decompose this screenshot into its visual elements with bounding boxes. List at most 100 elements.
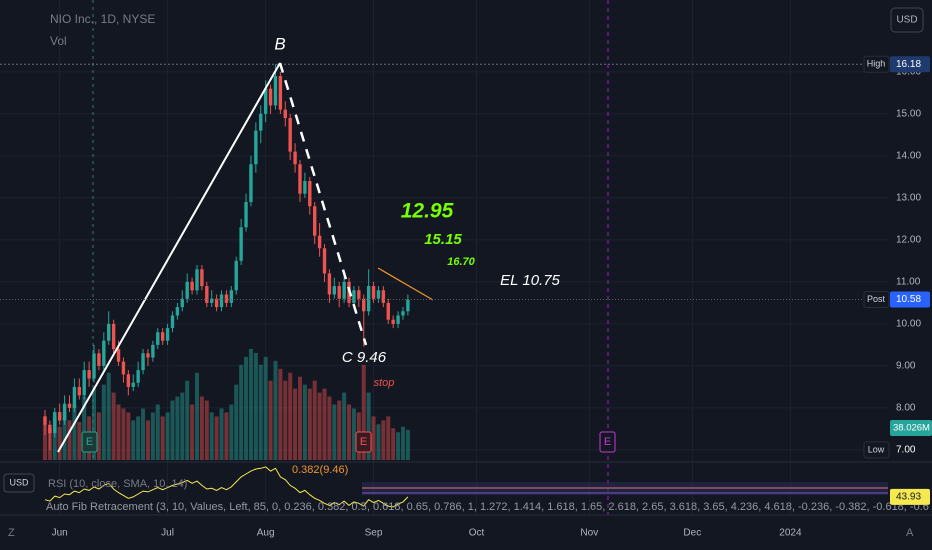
volume-bar [219, 408, 224, 460]
volume-bar [405, 429, 410, 460]
candle-body [72, 386, 77, 408]
volume-bar [190, 404, 195, 460]
volume-bar [199, 396, 204, 460]
candle-body [371, 286, 376, 299]
currency-label: USD [9, 477, 29, 487]
earnings-label: E [86, 436, 93, 448]
corner-button[interactable]: Z [8, 527, 15, 539]
candle-body [229, 290, 234, 303]
annotation: stop [374, 377, 395, 389]
candle-body [48, 424, 52, 434]
rsi-layer [44, 466, 409, 508]
candle-body [342, 281, 346, 299]
candle-body [406, 299, 410, 312]
volume-bar [381, 420, 386, 460]
marker-name-box [863, 55, 890, 73]
candle-body [362, 298, 366, 312]
volume-bar [337, 400, 342, 460]
earnings-marker[interactable] [81, 431, 98, 453]
volume-bar [145, 420, 150, 460]
volume-bar [92, 388, 97, 460]
volume-last-label: 38.026M [893, 423, 930, 434]
volume-bar [155, 404, 160, 460]
x-tick-label: Sep [365, 528, 383, 539]
volume-bar [366, 392, 371, 460]
y-tick-label: 13.00 [896, 193, 921, 204]
volume-bar [131, 420, 136, 460]
marker-name-box [863, 441, 890, 459]
y-tick-label: 12.00 [896, 235, 921, 246]
candle-body [57, 412, 62, 421]
volume-bar [248, 348, 253, 460]
candle-body [141, 353, 145, 371]
earnings-marker[interactable] [599, 431, 616, 453]
candle-body [165, 328, 170, 341]
x-tick-label: 2024 [779, 528, 802, 539]
currency-button[interactable] [890, 7, 924, 33]
candle-body [170, 315, 175, 329]
candle-body [224, 294, 229, 303]
volume-bar [116, 404, 121, 460]
volume-bar [273, 360, 278, 460]
candle-body [317, 235, 322, 249]
volume-bar [347, 404, 352, 460]
marker-value-box [890, 56, 930, 73]
earnings-label: E [360, 436, 367, 448]
candle-body [111, 323, 116, 350]
x-tick-label: Nov [580, 528, 598, 539]
trend-line [377, 267, 434, 301]
candle-body [273, 76, 278, 106]
currency-button[interactable] [3, 473, 35, 493]
volume-bar [160, 416, 165, 460]
volume-bar [101, 384, 106, 460]
volume-bar [136, 416, 141, 460]
x-tick-label: Jul [161, 528, 174, 539]
candle-body [77, 386, 82, 396]
candle-body [180, 298, 184, 308]
candle-body [214, 298, 219, 308]
y-tick-label: 15.00 [896, 108, 921, 119]
candle-body [401, 311, 405, 316]
candle-body [313, 206, 317, 236]
volume-bar [263, 356, 268, 460]
annotation: 16.70 [447, 256, 475, 268]
candle-body [386, 302, 390, 320]
candle-body [244, 202, 248, 228]
volume-bar [96, 412, 101, 460]
x-tick-label: Aug [257, 528, 275, 539]
marker-value: 16.18 [896, 59, 921, 70]
candle-body [92, 353, 96, 379]
wave-line [57, 62, 281, 453]
volume-bar [180, 392, 185, 460]
volume-bar [396, 432, 401, 460]
candle-body [67, 403, 72, 408]
candle-body [97, 353, 101, 366]
volume-bar [342, 392, 347, 460]
y-tick-label: 9.00 [896, 361, 916, 372]
rsi-title: RSI (10, close, SMA, 10, 14) [48, 478, 187, 490]
volume-bar [297, 376, 302, 460]
volume-bar [239, 364, 244, 460]
earnings-marker[interactable] [355, 431, 372, 453]
volume-bar [175, 396, 180, 460]
candle-body [205, 286, 209, 303]
volume-bar [288, 372, 293, 460]
volume-bar [106, 372, 111, 460]
candle-body [107, 323, 111, 341]
volume-bar [209, 412, 214, 460]
volume-bar [72, 404, 77, 460]
corner-button[interactable]: A [906, 527, 914, 539]
candle-body [288, 118, 292, 152]
candle-body [116, 349, 121, 362]
candle-body [234, 260, 238, 291]
volume-bar [376, 424, 381, 460]
volume-bar [302, 384, 307, 460]
candle-body [185, 281, 189, 299]
volume-last-box [890, 420, 932, 436]
volume-layer [42, 348, 410, 460]
volume-bar [141, 408, 146, 460]
y-tick-label: 14.00 [896, 150, 921, 161]
volume-bar [317, 392, 322, 460]
candle-body [190, 281, 194, 291]
